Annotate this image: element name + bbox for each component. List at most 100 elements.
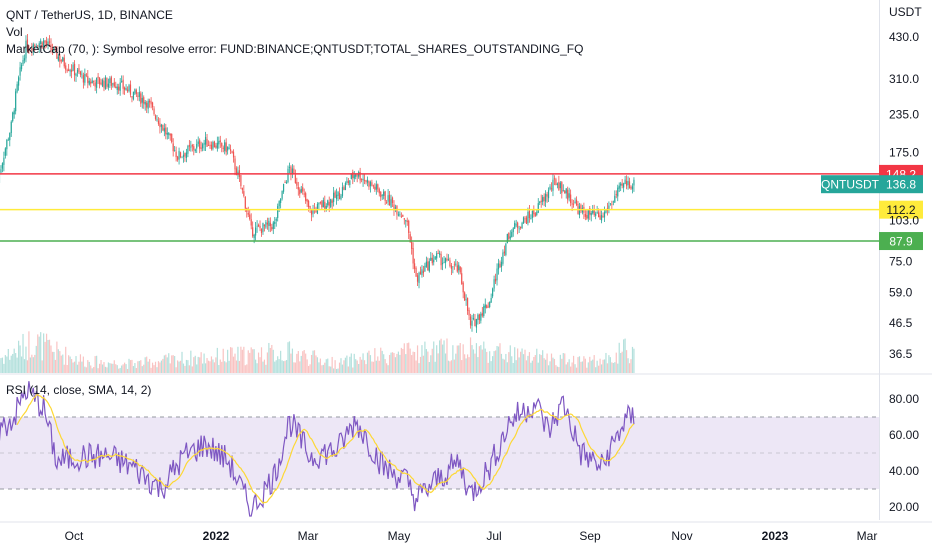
volume-bar <box>241 349 243 373</box>
candle-body <box>391 197 394 204</box>
axes: USDT 430.0 310.0 235.0 175.0 103.0 75.0 59.0 46.… <box>0 5 932 543</box>
volume-bar <box>480 345 482 373</box>
candle-body <box>78 68 80 72</box>
volume-bar <box>141 366 143 373</box>
x-tick-label: Sep <box>579 529 601 543</box>
volume-bar <box>477 357 479 373</box>
volume-bar <box>299 361 301 373</box>
volume-bar <box>428 362 430 373</box>
volume-bar <box>113 360 115 373</box>
candle-body <box>134 88 136 94</box>
candle-body <box>405 220 407 222</box>
volume-bar <box>85 367 87 373</box>
candle-body <box>240 175 242 187</box>
candle-body <box>281 190 283 199</box>
candle-body <box>399 214 401 216</box>
volume-bar <box>559 354 561 373</box>
volume-bar <box>403 343 405 373</box>
volume-bar <box>48 339 51 373</box>
volume-bar <box>471 345 473 373</box>
volume-bar <box>57 349 59 373</box>
volume-bar <box>176 360 179 373</box>
volume-bar <box>163 355 165 373</box>
candle-body <box>531 210 533 218</box>
candle-body <box>119 82 121 91</box>
candle-body <box>215 145 217 148</box>
volume-bar <box>431 348 433 373</box>
volume-bar <box>234 353 236 373</box>
volume-bar <box>182 363 185 373</box>
volume-bar <box>274 361 276 373</box>
candle-body <box>132 91 135 100</box>
candle-body <box>98 77 101 85</box>
volume-legend[interactable]: Vol <box>6 25 23 39</box>
candle-body <box>492 288 494 297</box>
candle-body <box>15 91 17 112</box>
candle-body <box>280 199 282 203</box>
candle-body <box>441 262 444 265</box>
volume-bar <box>103 362 105 373</box>
candle-body <box>54 47 57 49</box>
volume-bar <box>228 360 230 373</box>
volume-bar <box>209 361 211 373</box>
candle-body <box>257 224 260 227</box>
candle-body <box>628 181 631 189</box>
volume-bar <box>213 362 215 373</box>
volume-bar <box>466 354 469 373</box>
candle-body <box>453 264 455 266</box>
candle-body <box>260 228 263 234</box>
volume-bar <box>272 349 274 373</box>
volume-bar <box>88 361 90 373</box>
volume-bar <box>19 345 21 373</box>
candle-body <box>366 179 369 183</box>
candle-body <box>135 90 137 94</box>
volume-bar <box>567 362 569 373</box>
volume-bar <box>112 363 114 373</box>
candle-body <box>567 189 569 200</box>
candle-body <box>79 71 82 75</box>
volume-bar <box>63 364 65 373</box>
candle-body <box>598 212 600 218</box>
candle-body <box>340 195 342 200</box>
candle-body <box>347 180 349 184</box>
candle-body <box>178 150 180 160</box>
volume-bar <box>266 352 268 373</box>
candle-body <box>40 40 42 45</box>
candle-body <box>334 191 336 198</box>
candle-body <box>411 241 413 249</box>
volume-bar <box>59 351 61 373</box>
volume-bar <box>422 355 425 373</box>
volume-bar <box>225 362 227 373</box>
candle-body <box>335 194 338 200</box>
candle-body <box>169 133 171 136</box>
volume-bar <box>96 355 98 373</box>
candle-body <box>562 190 564 192</box>
candle-body <box>590 212 592 216</box>
candle-body <box>602 216 604 218</box>
symbol-title[interactable]: QNT / TetherUS, 1D, BINANCE <box>6 8 173 22</box>
candle-body <box>394 207 397 210</box>
candle-body <box>556 183 558 185</box>
volume-bar <box>9 359 11 373</box>
volume-bar <box>280 350 282 373</box>
volume-bar <box>252 349 254 373</box>
candle-body <box>593 210 595 216</box>
candle-body <box>44 40 46 43</box>
x-tick-label: Oct <box>65 529 84 543</box>
candle-body <box>6 140 8 150</box>
candle-body <box>37 47 39 49</box>
volume-bar <box>169 363 171 373</box>
rsi-legend[interactable]: RSI (14, close, SMA, 14, 2) <box>6 383 152 397</box>
volume-bar <box>115 364 117 373</box>
volume-bar <box>90 365 92 373</box>
volume-bar <box>297 351 299 373</box>
candle-body <box>25 40 27 59</box>
candle-body <box>63 57 65 67</box>
candle-body <box>249 214 251 219</box>
candle-body <box>206 138 208 147</box>
candle-body <box>163 128 165 132</box>
candle-body <box>302 187 304 192</box>
volume-bar <box>511 356 513 373</box>
